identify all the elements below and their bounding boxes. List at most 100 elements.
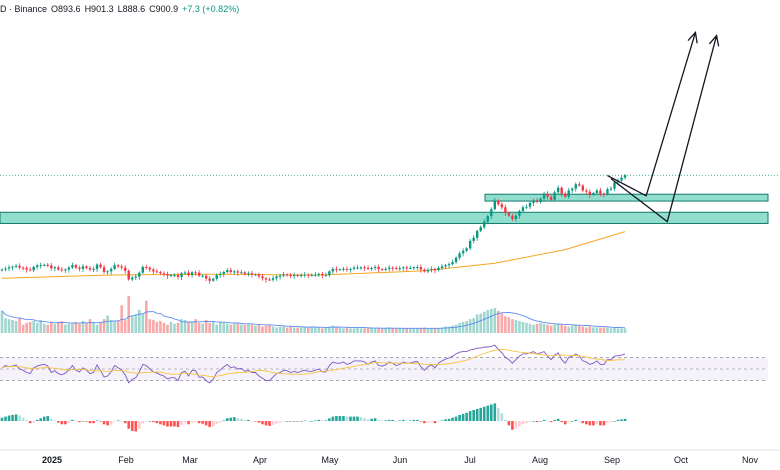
candle (215, 273, 218, 281)
candle-body (402, 267, 405, 269)
volume-bar (391, 328, 395, 333)
candle-body (321, 273, 324, 276)
legend-bar: D · Binance O893.6 H901.3 L888.6 C900.9 … (0, 4, 239, 14)
volume-bar (28, 321, 32, 333)
volume-bar (194, 319, 197, 333)
candle (370, 266, 373, 271)
candle (310, 273, 313, 277)
candle (145, 264, 148, 270)
candle (585, 188, 588, 195)
macd-bar (236, 418, 240, 421)
volume-bar (401, 328, 405, 333)
macd-bar (162, 421, 166, 426)
candle (95, 263, 99, 272)
volume-bar (437, 328, 440, 333)
candle (384, 267, 387, 272)
candle (106, 270, 109, 275)
candle-body (623, 175, 627, 178)
macd-bar (299, 421, 303, 422)
candle-body (159, 272, 162, 274)
candle-body (373, 267, 377, 269)
candle (363, 265, 366, 272)
volume-bar (289, 326, 292, 333)
candle-body (416, 267, 419, 269)
x-tick-label: Sep (604, 455, 620, 465)
volume-bar (159, 320, 162, 333)
candle-body (194, 272, 197, 274)
volume-bar (21, 324, 25, 333)
volume-bar (240, 324, 243, 333)
projection-arrowhead (708, 34, 720, 47)
candle-body (296, 275, 299, 277)
volume-bar (458, 322, 461, 333)
candle (542, 191, 546, 202)
volume-bar (528, 323, 532, 333)
macd-bar (440, 420, 444, 422)
candle (581, 184, 584, 193)
candle-body (11, 266, 14, 268)
candle (88, 266, 92, 272)
candle-body (127, 270, 130, 280)
candle (504, 204, 507, 216)
volume-bar (264, 325, 268, 333)
volume-bar (250, 324, 254, 333)
macd-bar (21, 417, 25, 421)
macd-bar (409, 420, 412, 422)
candle-body (300, 275, 303, 277)
macd-bar (458, 414, 461, 421)
candle (152, 267, 155, 275)
macd-bar (303, 420, 307, 422)
volume-bar (359, 328, 363, 333)
candle-body (514, 215, 518, 220)
volume-bar (493, 308, 497, 333)
candle (148, 266, 152, 272)
candle-body (197, 272, 201, 276)
macd-bar (433, 421, 437, 424)
candle-body (4, 268, 7, 270)
volume-bar (419, 328, 423, 333)
macd-bar (412, 419, 416, 421)
projection-arrows-layer (607, 31, 720, 223)
candle-body (124, 267, 127, 271)
macd-bar (285, 421, 289, 422)
candle (134, 274, 137, 281)
candle (57, 265, 60, 271)
macd-bar (106, 421, 109, 426)
volume-bar (623, 328, 627, 333)
candle-body (599, 190, 602, 194)
volume-bar (137, 309, 141, 333)
candle-body (113, 265, 116, 269)
candle-body (81, 266, 85, 269)
macd-bar (49, 418, 53, 421)
macd-bar (331, 416, 335, 421)
candle-body (349, 268, 352, 270)
candle-body (152, 269, 155, 272)
candle (602, 192, 606, 198)
volume-bar (595, 327, 599, 333)
candle (78, 265, 81, 272)
macd-bar (296, 421, 299, 422)
candle-body (342, 268, 345, 270)
candle (433, 267, 437, 274)
candle (335, 266, 338, 273)
candle-body (145, 267, 148, 269)
candle-body (363, 267, 366, 269)
macd-bar (387, 419, 391, 421)
macd-bar (511, 421, 514, 430)
candle (468, 239, 472, 251)
macd-bar (268, 421, 271, 426)
candle-body (454, 257, 458, 263)
volume-bar (64, 324, 67, 333)
candle (67, 265, 71, 273)
macd-bar (233, 417, 236, 421)
volume-bar (166, 324, 169, 333)
candle (535, 197, 539, 204)
volume-bar (176, 322, 180, 333)
macd-bar (46, 416, 50, 421)
candle-body (0, 269, 4, 271)
candle (25, 266, 28, 273)
candle-body (236, 271, 240, 273)
candle (113, 262, 116, 271)
candle-body (437, 267, 440, 271)
